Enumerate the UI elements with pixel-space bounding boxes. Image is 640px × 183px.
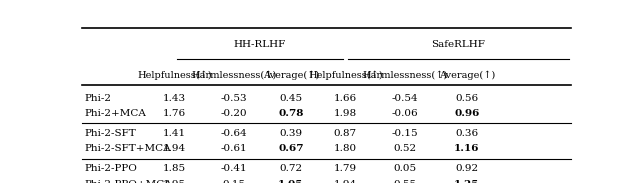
Text: Phi-2-PPO+MCA: Phi-2-PPO+MCA: [85, 180, 173, 183]
Text: Harmlessness(↑): Harmlessness(↑): [191, 71, 276, 80]
Text: -0.54: -0.54: [392, 94, 418, 102]
Text: 1.16: 1.16: [454, 144, 479, 153]
Text: Helpfulness(↑): Helpfulness(↑): [308, 71, 383, 80]
Text: -0.64: -0.64: [220, 129, 247, 138]
Text: 0.36: 0.36: [455, 129, 479, 138]
Text: Phi-2-SFT+MCA: Phi-2-SFT+MCA: [85, 144, 172, 153]
Text: 1.05: 1.05: [278, 180, 303, 183]
Text: 1.94: 1.94: [334, 180, 357, 183]
Text: 0.92: 0.92: [455, 164, 479, 173]
Text: 0.67: 0.67: [278, 144, 303, 153]
Text: 1.79: 1.79: [334, 164, 357, 173]
Text: -0.06: -0.06: [392, 109, 418, 118]
Text: 1.41: 1.41: [163, 129, 186, 138]
Text: 1.85: 1.85: [163, 164, 186, 173]
Text: 0.05: 0.05: [394, 164, 417, 173]
Text: SafeRLHF: SafeRLHF: [431, 40, 485, 49]
Text: -0.15: -0.15: [392, 129, 418, 138]
Text: 0.15: 0.15: [222, 180, 245, 183]
Text: 0.56: 0.56: [455, 94, 479, 102]
Text: 0.52: 0.52: [394, 144, 417, 153]
Text: Helpfulness(↑): Helpfulness(↑): [137, 71, 212, 80]
Text: -0.20: -0.20: [220, 109, 247, 118]
Text: 1.95: 1.95: [163, 180, 186, 183]
Text: Phi-2+MCA: Phi-2+MCA: [85, 109, 147, 118]
Text: 1.98: 1.98: [334, 109, 357, 118]
Text: Harmlessness(↑): Harmlessness(↑): [362, 71, 447, 80]
Text: 0.72: 0.72: [279, 164, 302, 173]
Text: 1.43: 1.43: [163, 94, 186, 102]
Text: 0.55: 0.55: [394, 180, 417, 183]
Text: 0.87: 0.87: [334, 129, 357, 138]
Text: 1.76: 1.76: [163, 109, 186, 118]
Text: Average(↑): Average(↑): [262, 71, 319, 80]
Text: 0.45: 0.45: [279, 94, 302, 102]
Text: -0.41: -0.41: [220, 164, 247, 173]
Text: 1.25: 1.25: [454, 180, 479, 183]
Text: -0.53: -0.53: [220, 94, 247, 102]
Text: Average(↑): Average(↑): [439, 71, 495, 80]
Text: Phi-2: Phi-2: [85, 94, 112, 102]
Text: Phi-2-SFT: Phi-2-SFT: [85, 129, 137, 138]
Text: -0.61: -0.61: [220, 144, 247, 153]
Text: HH-RLHF: HH-RLHF: [234, 40, 286, 49]
Text: 1.80: 1.80: [334, 144, 357, 153]
Text: 0.96: 0.96: [454, 109, 479, 118]
Text: 0.39: 0.39: [279, 129, 302, 138]
Text: Phi-2-PPO: Phi-2-PPO: [85, 164, 138, 173]
Text: 1.66: 1.66: [334, 94, 357, 102]
Text: 1.94: 1.94: [163, 144, 186, 153]
Text: 0.78: 0.78: [278, 109, 303, 118]
